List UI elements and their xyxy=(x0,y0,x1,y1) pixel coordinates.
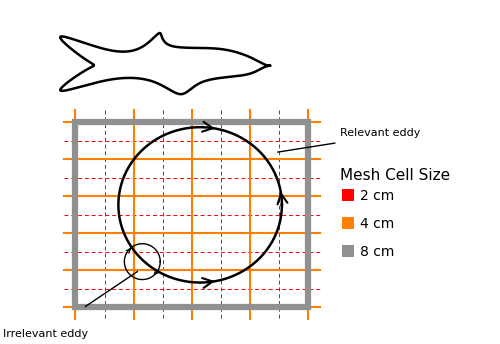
Text: 4 cm: 4 cm xyxy=(360,217,394,231)
Text: Mesh Cell Size: Mesh Cell Size xyxy=(340,168,450,183)
Bar xyxy=(342,189,353,201)
Bar xyxy=(76,122,308,308)
Text: 8 cm: 8 cm xyxy=(360,245,394,259)
Text: Relevant eddy: Relevant eddy xyxy=(340,128,420,138)
Bar xyxy=(342,245,353,257)
Bar xyxy=(342,217,353,229)
Text: Irrelevant eddy: Irrelevant eddy xyxy=(2,329,88,340)
Text: 2 cm: 2 cm xyxy=(360,189,394,203)
